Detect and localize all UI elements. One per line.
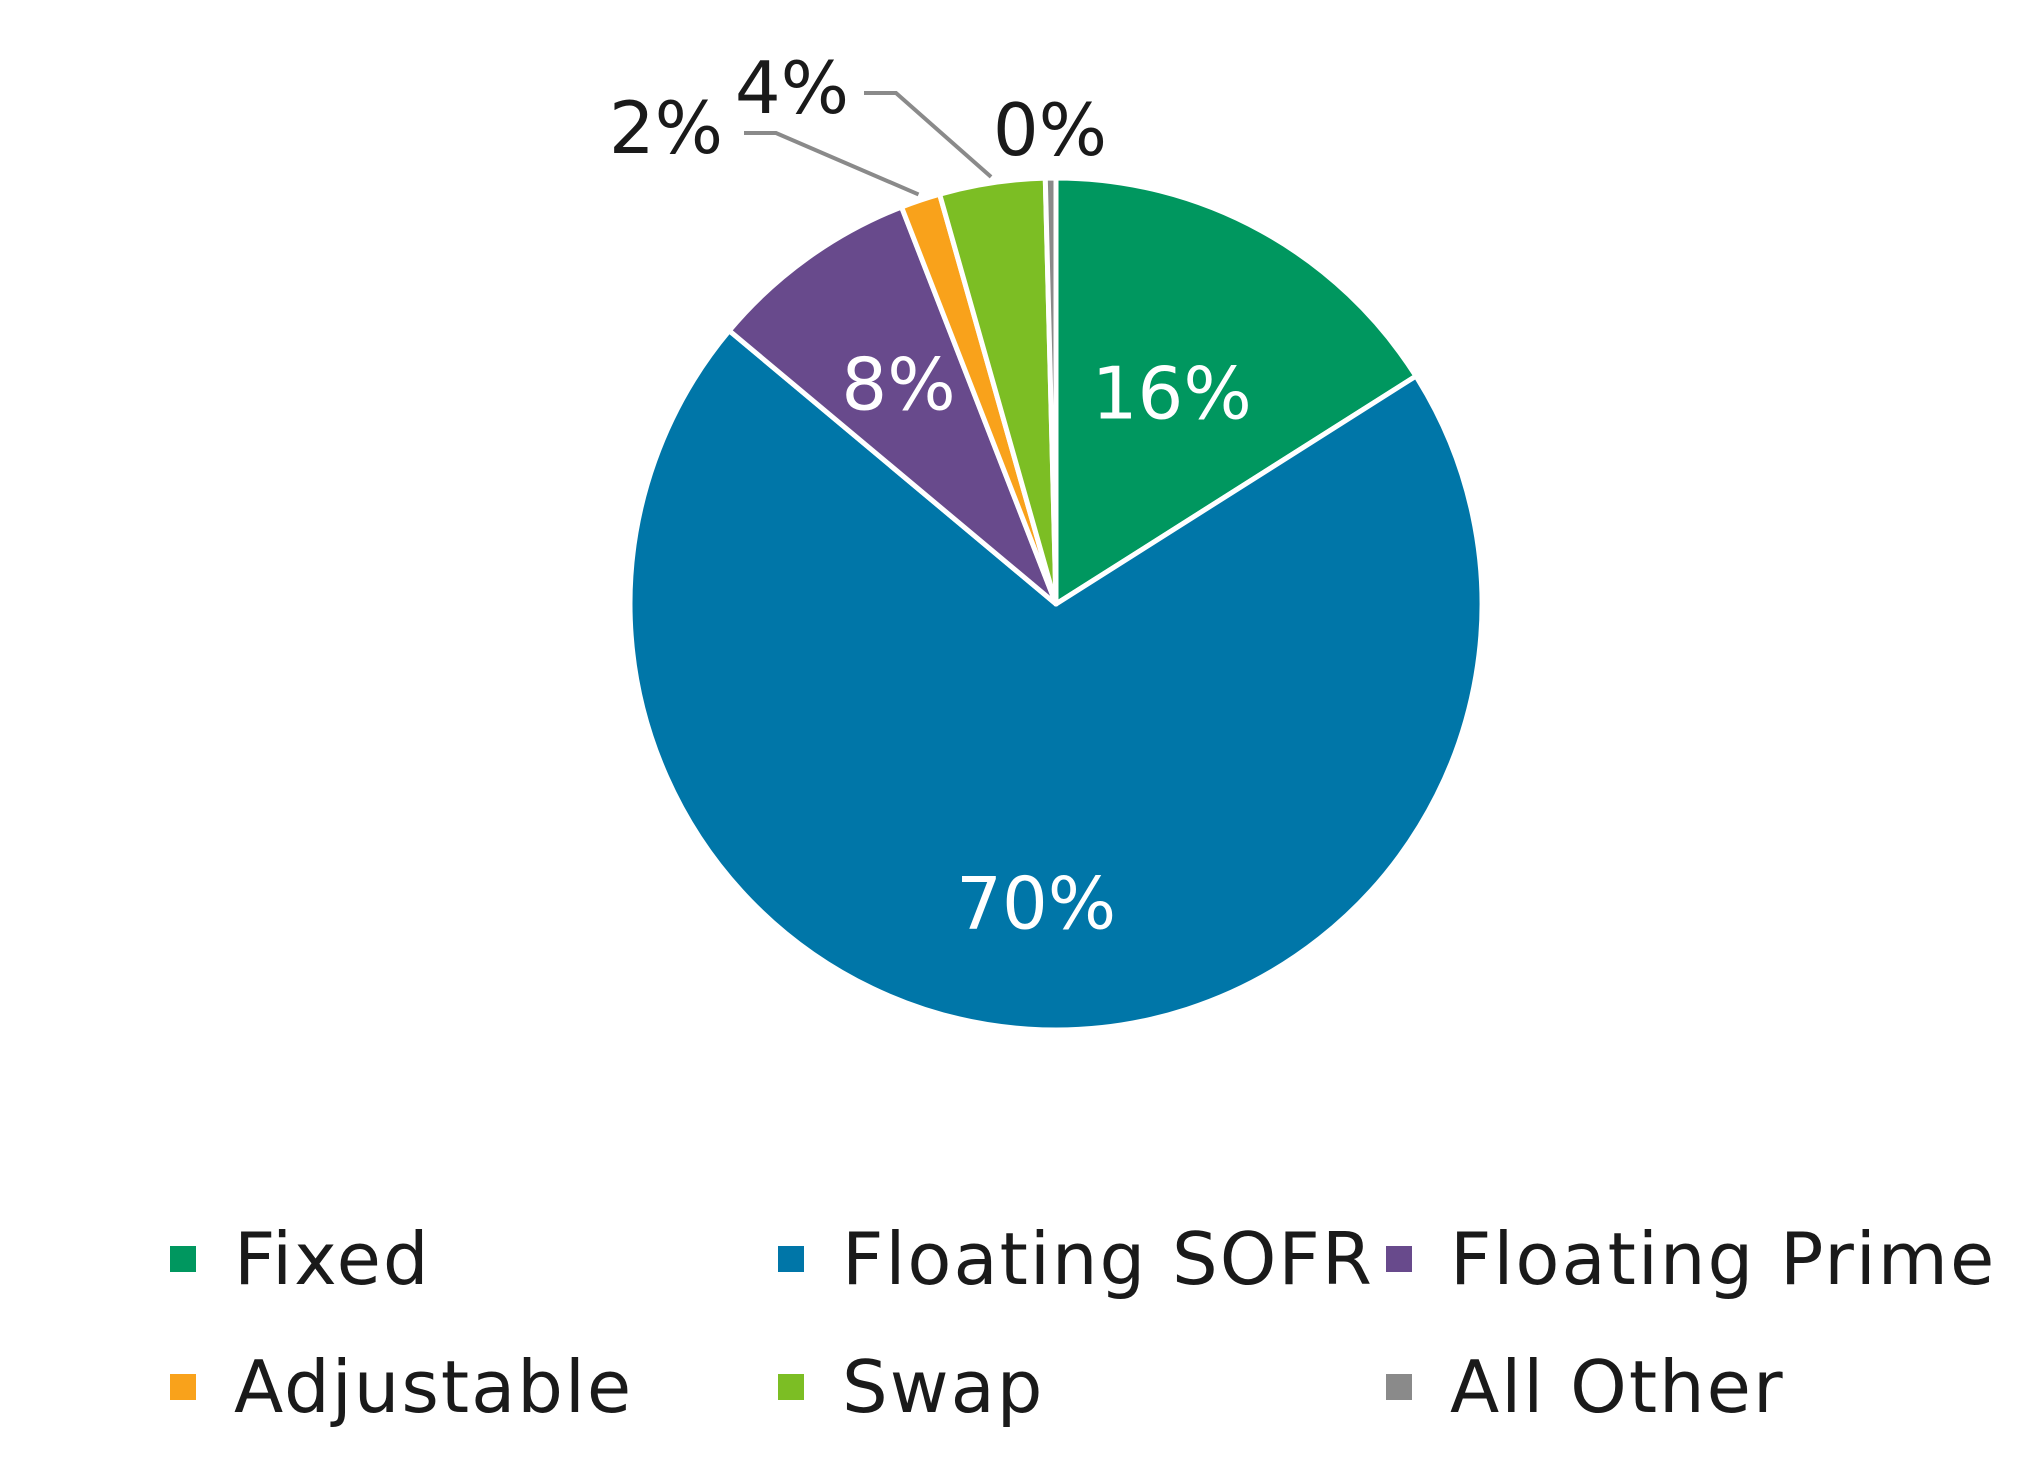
legend-swatch-adjustable <box>170 1374 196 1400</box>
legend-item-fixed: Fixed <box>170 1217 431 1301</box>
slice-label-all-other: 0% <box>993 88 1107 172</box>
pie-slice-fixed <box>1053 175 1419 607</box>
leader-line-adjustable <box>744 131 920 197</box>
legend-swatch-floating-prime <box>1386 1246 1412 1272</box>
legend-swatch-swap <box>778 1374 804 1400</box>
legend-label-floating-prime: Floating Prime <box>1450 1217 1996 1301</box>
legend-item-floating-prime: Floating Prime <box>1386 1217 1996 1301</box>
legend-item-floating-sofr: Floating SOFR <box>778 1217 1374 1301</box>
pie-slice-all-other <box>1042 175 1059 607</box>
slice-label-swap: 4% <box>735 46 849 130</box>
legend-swatch-floating-sofr <box>778 1246 804 1272</box>
legend-swatch-all-other <box>1386 1374 1412 1400</box>
leader-line-swap <box>864 91 993 179</box>
pie-slice-floating-sofr <box>627 328 1485 1033</box>
pie-slices <box>627 175 1485 1033</box>
pie-slice-floating-prime <box>726 204 1059 607</box>
leader-lines <box>744 91 993 197</box>
slice-label-floating-prime: 8% <box>841 343 955 427</box>
legend: Fixed Floating SOFR Floating Prime Adjustab… <box>170 1217 1996 1429</box>
legend-item-swap: Swap <box>778 1345 1044 1429</box>
legend-label-all-other: All Other <box>1450 1345 1785 1429</box>
legend-swatch-fixed <box>170 1246 196 1272</box>
legend-item-adjustable: Adjustable <box>170 1345 633 1429</box>
slice-labels: 16% 70% 8% 2% 4% 0% <box>609 46 1252 945</box>
legend-label-adjustable: Adjustable <box>234 1345 633 1429</box>
slice-label-floating-sofr: 70% <box>956 861 1116 945</box>
legend-label-swap: Swap <box>842 1345 1044 1429</box>
slice-label-adjustable: 2% <box>609 86 723 170</box>
slice-label-fixed: 16% <box>1092 352 1252 436</box>
legend-item-all-other: All Other <box>1386 1345 1785 1429</box>
legend-label-floating-sofr: Floating SOFR <box>842 1217 1374 1301</box>
legend-label-fixed: Fixed <box>234 1217 431 1301</box>
